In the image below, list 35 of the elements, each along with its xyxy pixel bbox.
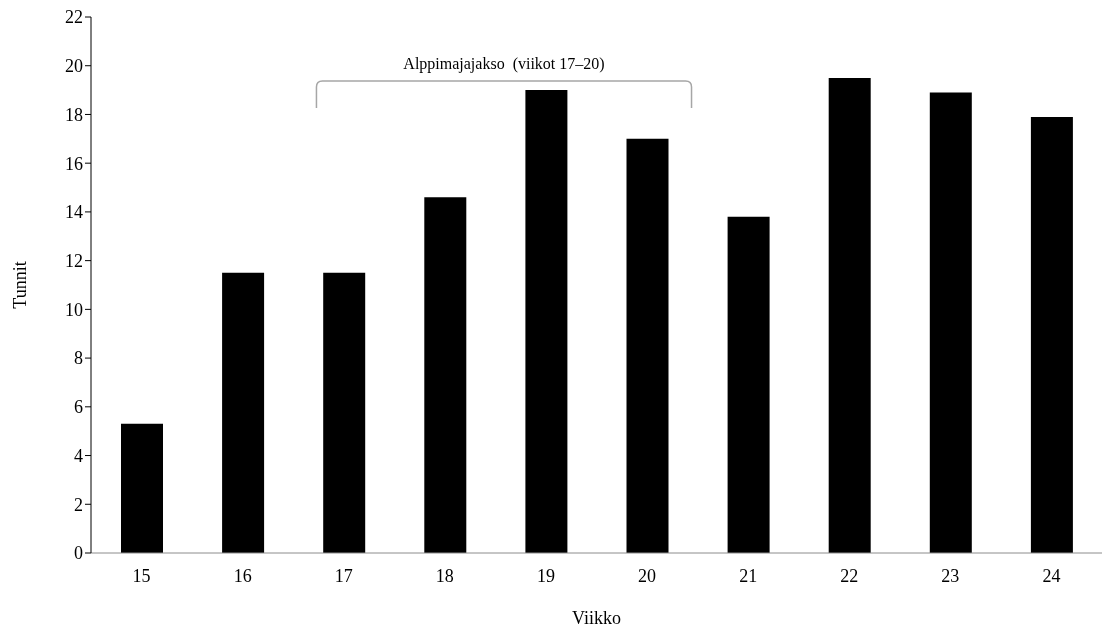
bar xyxy=(727,216,770,553)
x-tick-label: 18 xyxy=(435,565,454,586)
y-tick-label: 14 xyxy=(65,202,83,223)
x-tick-label: 24 xyxy=(1042,565,1061,586)
annotation: Alppimajajakso (viikot 17–20) xyxy=(403,55,605,73)
y-tick-label: 20 xyxy=(65,56,83,77)
y-tick-label: 16 xyxy=(65,153,83,174)
x-tick-label: 23 xyxy=(941,565,960,586)
bar xyxy=(1030,116,1073,553)
x-tick-label: 22 xyxy=(840,565,859,586)
bar xyxy=(323,272,366,553)
x-tick-label: 20 xyxy=(638,565,657,586)
bar xyxy=(424,197,467,553)
bar xyxy=(222,272,265,553)
y-tick-label: 8 xyxy=(74,348,83,369)
bar xyxy=(828,77,871,553)
bar xyxy=(525,90,568,553)
bar xyxy=(626,138,669,553)
y-tick-label: 2 xyxy=(74,494,83,515)
y-tick-label: 12 xyxy=(65,251,83,272)
y-tick-label: 22 xyxy=(65,7,83,28)
x-tick-label: 17 xyxy=(334,565,353,586)
x-tick-label: 15 xyxy=(132,565,151,586)
bar xyxy=(929,92,972,553)
x-tick-label: 19 xyxy=(536,565,555,586)
x-axis-title: Viikko xyxy=(572,608,621,628)
x-tick-label: 16 xyxy=(233,565,252,586)
x-tick-label: 21 xyxy=(739,565,758,586)
y-tick-label: 0 xyxy=(74,543,83,564)
bar xyxy=(121,423,163,553)
y-tick-label: 6 xyxy=(74,397,83,418)
y-tick-label: 4 xyxy=(74,445,83,466)
y-tick-label: 18 xyxy=(65,104,83,125)
y-axis-title: Tunnit xyxy=(10,261,31,309)
y-tick-label: 10 xyxy=(65,299,83,320)
